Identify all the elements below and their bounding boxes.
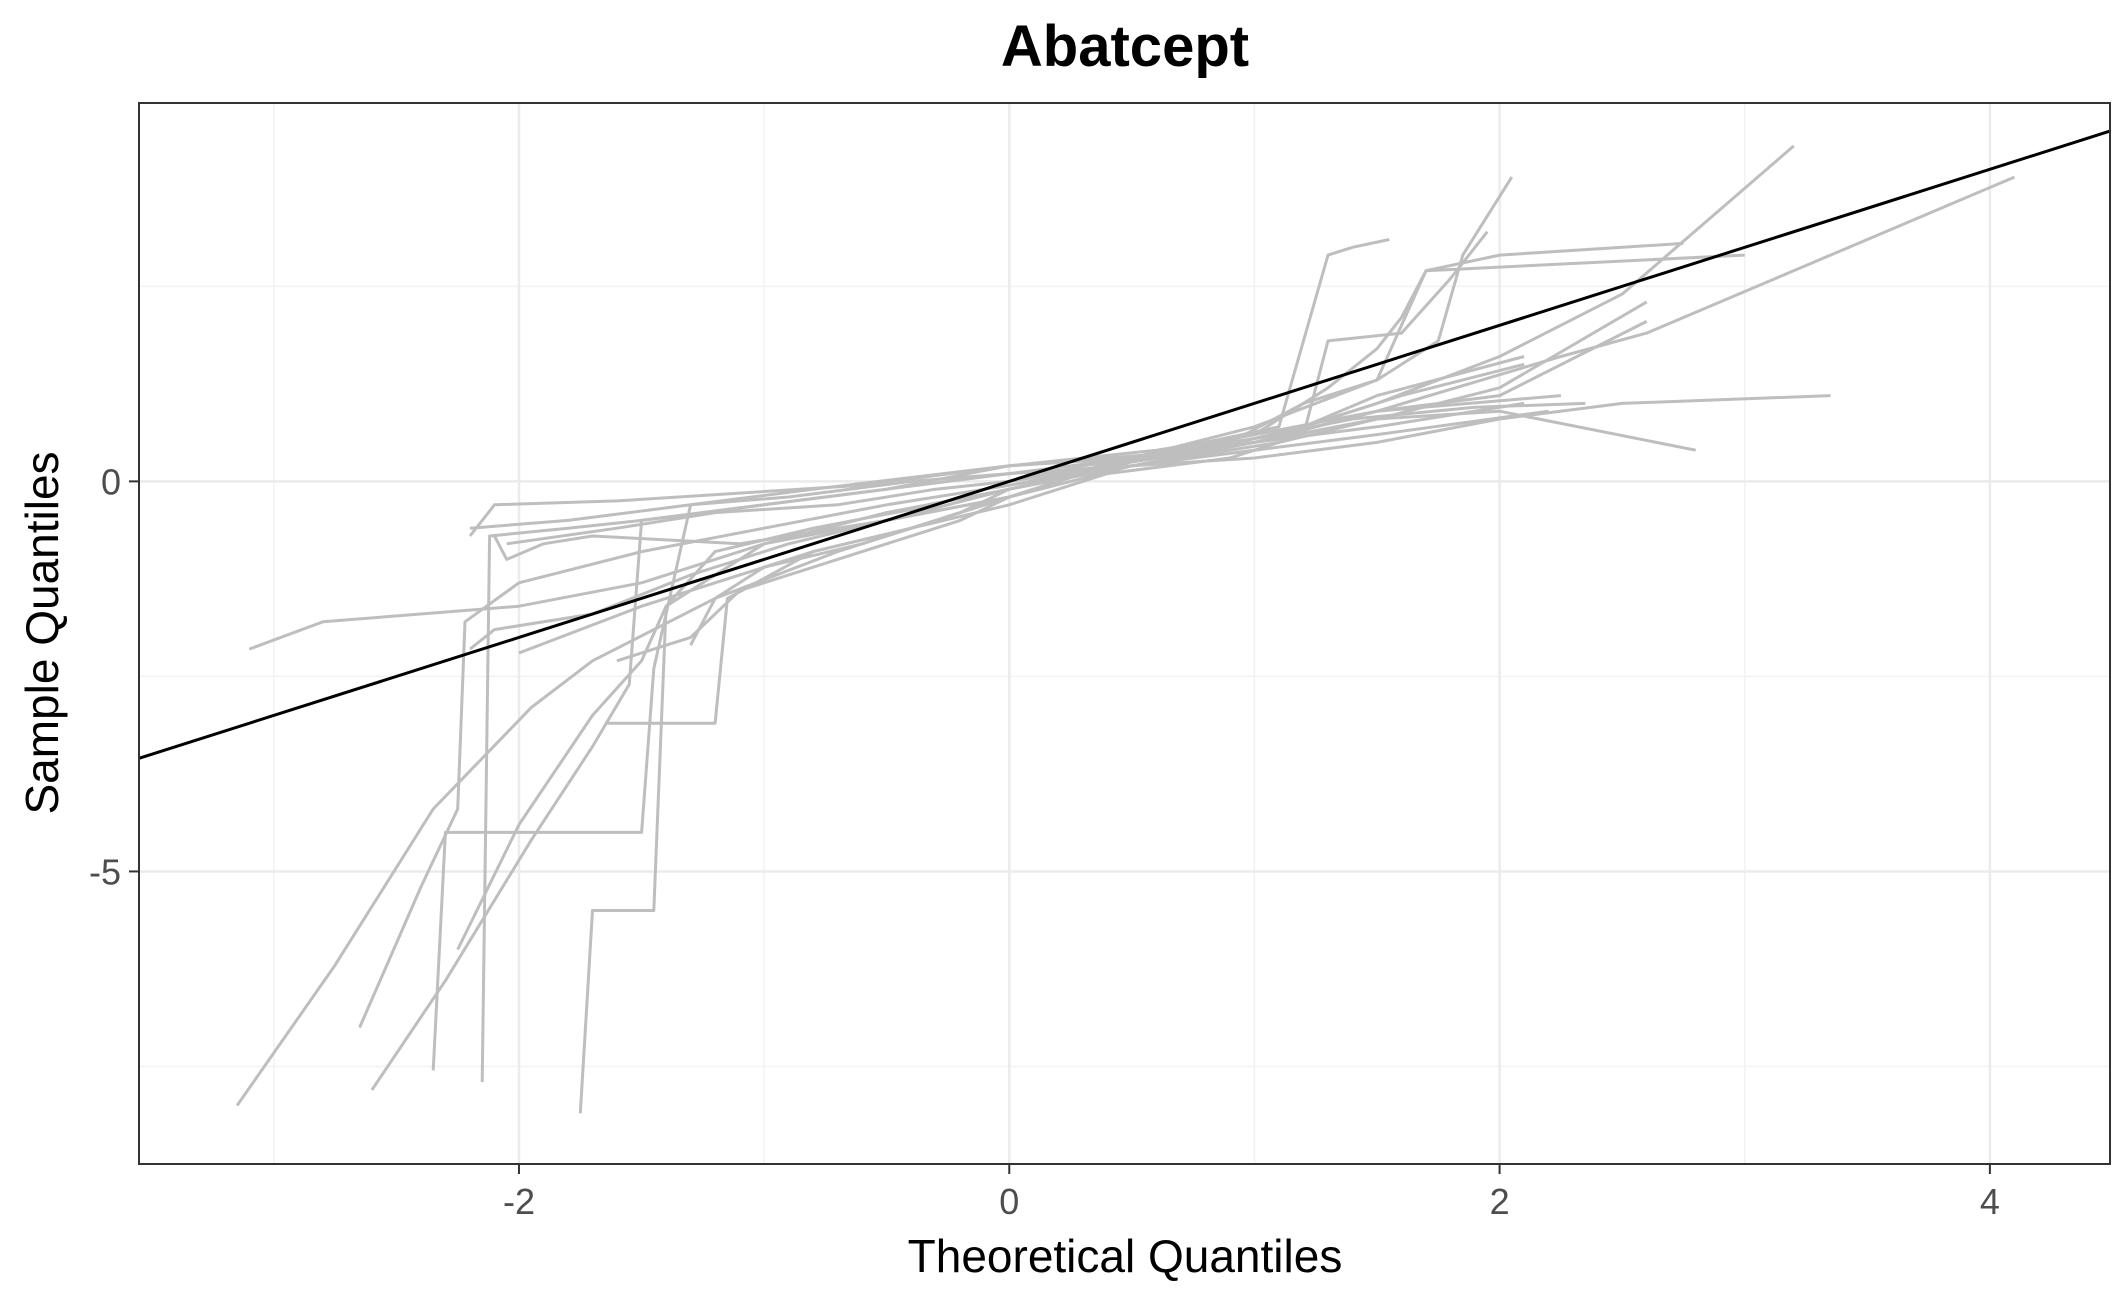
chart-title: Abatcept (1001, 14, 1249, 79)
sample-series-line-14 (616, 409, 1696, 663)
y-axis-ticks: -5 0 (89, 461, 139, 892)
x-tick-label: -2 (503, 1181, 535, 1222)
sample-series-line-16 (689, 238, 1390, 646)
reference-line (138, 129, 2111, 760)
x-axis-ticks: -2 0 2 4 (503, 1164, 2000, 1222)
x-axis-title: Theoretical Quantiles (908, 1230, 1343, 1282)
y-tick-label: -5 (89, 851, 121, 892)
panel-border (138, 102, 2111, 1165)
grid-major (139, 103, 2110, 1164)
x-tick-label: 2 (1490, 1181, 1510, 1222)
x-tick-label: 4 (1980, 1181, 2000, 1222)
grid-minor (139, 103, 2110, 1164)
y-tick-label: 0 (101, 461, 121, 502)
sample-series-line-17 (468, 401, 1586, 537)
sample-series-group (235, 144, 2015, 1114)
y-axis-title: Sample Quantiles (16, 451, 68, 814)
sample-series-line-10 (604, 230, 1489, 725)
reference-line-group (138, 129, 2111, 760)
sample-series-line-7 (480, 394, 1562, 1083)
x-tick-label: 0 (999, 1181, 1019, 1222)
